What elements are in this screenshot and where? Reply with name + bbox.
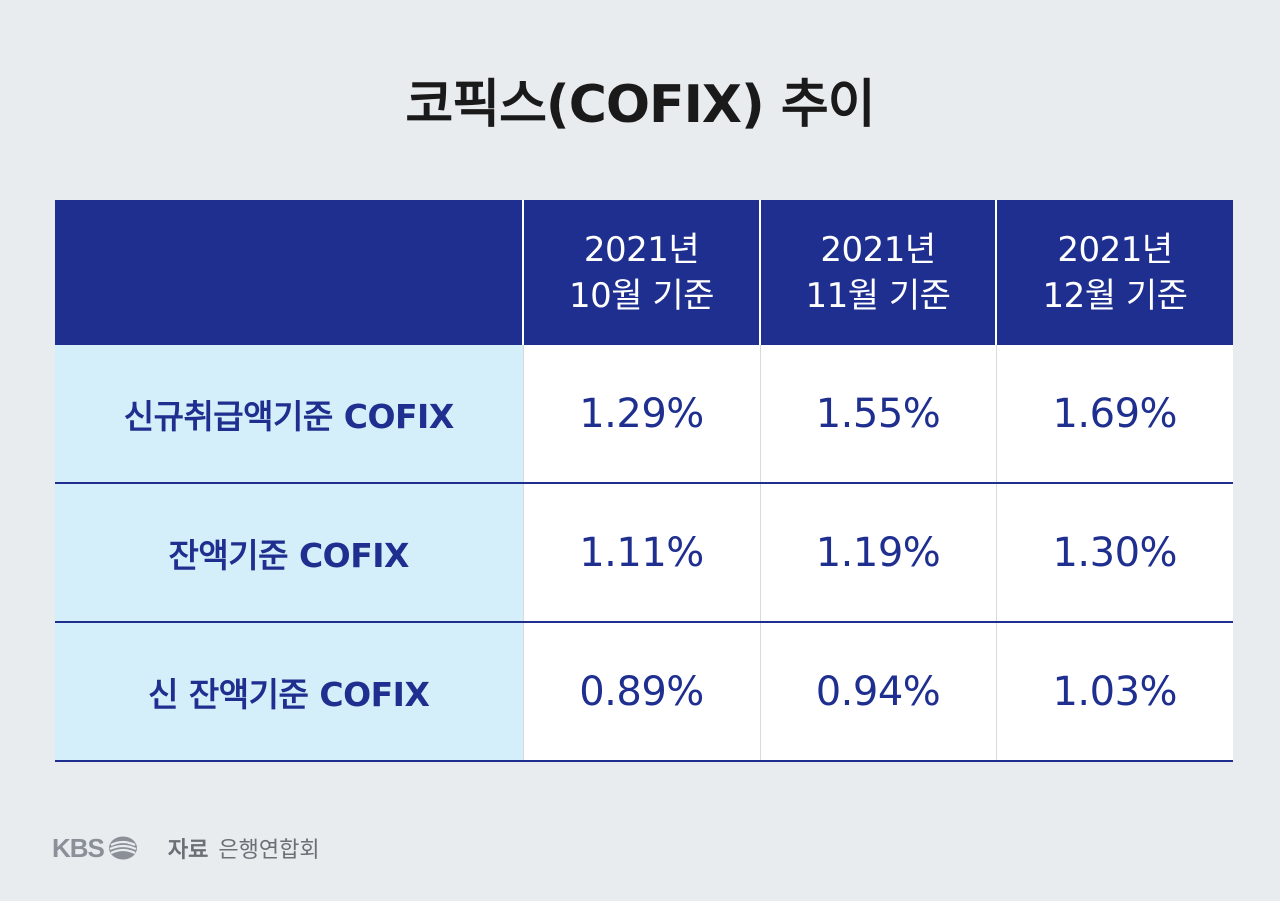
rate-cell: 0.94% [759, 622, 996, 762]
column-header: 2021년 12월 기준 [995, 200, 1233, 345]
source-credit: 자료 은행연합회 [168, 832, 320, 864]
source-name: 은행연합회 [218, 838, 320, 863]
kbs-logo: KBS [52, 833, 138, 864]
rate-cell: 1.30% [995, 483, 1233, 623]
rate-cell: 1.55% [759, 345, 996, 484]
header-row: 2021년 10월 기준 2021년 11월 기준 2021년 12월 기준 [55, 200, 1233, 345]
rate-cell: 1.29% [522, 345, 760, 484]
row-label: 신 잔액기준 COFIX [55, 622, 523, 762]
rate-cell: 0.89% [522, 622, 760, 762]
header-empty-cell [55, 200, 523, 345]
column-header-month: 10월 기준 [569, 275, 714, 316]
row-label: 신규취급액기준 COFIX [55, 345, 523, 484]
table-row: 신 잔액기준 COFIX 0.89% 0.94% 1.03% [55, 622, 1233, 762]
column-header-year: 2021년 [1057, 229, 1173, 270]
rate-cell: 1.11% [522, 483, 760, 623]
rate-cell: 1.19% [759, 483, 996, 623]
chart-title: 코픽스(COFIX) 추이 [405, 75, 875, 135]
rate-cell: 1.03% [995, 622, 1233, 762]
kbs-logo-icon [108, 836, 137, 860]
table-row: 잔액기준 COFIX 1.11% 1.19% 1.30% [55, 483, 1233, 623]
column-header: 2021년 10월 기준 [522, 200, 760, 345]
cofix-table: 2021년 10월 기준 2021년 11월 기준 2021년 12월 기준 신… [55, 200, 1233, 762]
column-header-month: 12월 기준 [1042, 275, 1188, 316]
table-row: 신규취급액기준 COFIX 1.29% 1.55% 1.69% [55, 345, 1233, 484]
rate-cell: 1.69% [995, 345, 1233, 484]
column-header-year: 2021년 [583, 229, 700, 270]
footer: KBS 자료 은행연합회 [52, 828, 320, 868]
source-label: 자료 [167, 838, 209, 863]
column-header-year: 2021년 [820, 229, 936, 270]
kbs-logo-text: KBS [52, 832, 105, 863]
column-header: 2021년 11월 기준 [759, 200, 996, 345]
row-label: 잔액기준 COFIX [55, 483, 523, 623]
column-header-month: 11월 기준 [805, 275, 951, 316]
